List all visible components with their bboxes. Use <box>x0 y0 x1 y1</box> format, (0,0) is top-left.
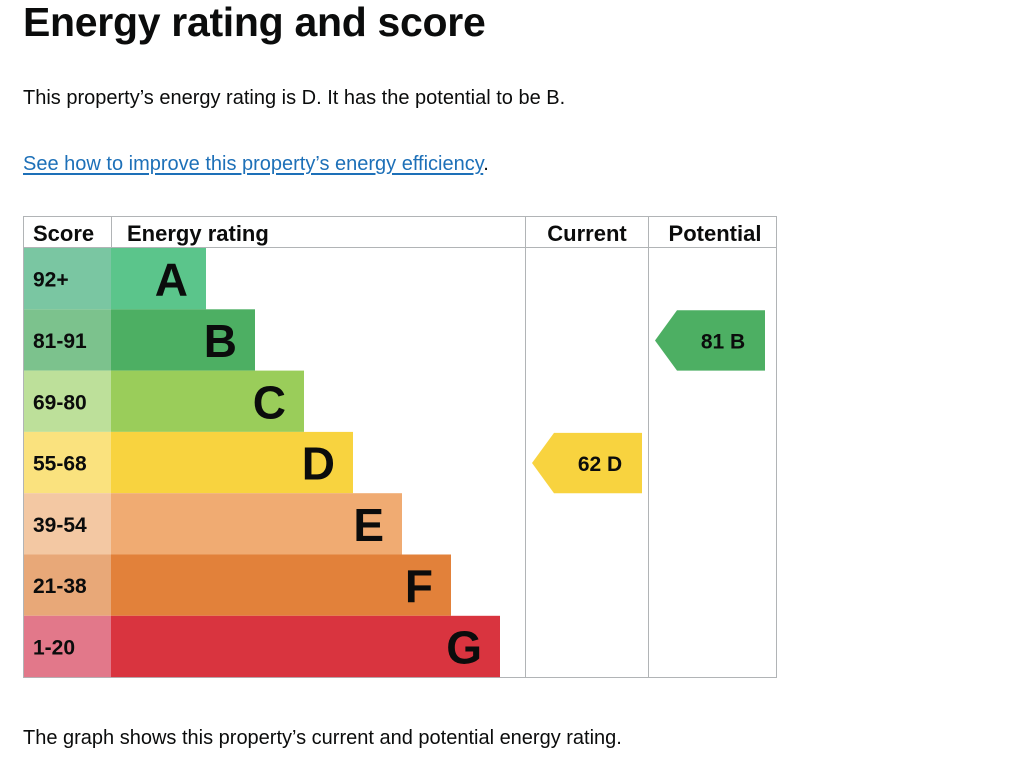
potential-rating-label: 81 B <box>701 330 745 353</box>
rating-bands: 92+ A 81-91 B 69-80 C 55-68 D 39-54 E 21-38 F 1-20 G <box>24 248 500 678</box>
band-e-letter: E <box>353 499 384 551</box>
page-title: Energy rating and score <box>23 0 486 45</box>
graph-description: The graph shows this property’s current … <box>23 727 622 749</box>
band-d-bar <box>111 431 353 494</box>
current-rating-arrow <box>532 432 642 494</box>
band-f-score-cell <box>24 554 111 616</box>
chart-frame <box>23 216 777 678</box>
band-b-score-cell <box>24 309 111 371</box>
band-f-bar <box>111 554 451 616</box>
band-a-score-cell <box>24 248 111 310</box>
current-rating-label: 62 D <box>578 453 622 476</box>
improve-link[interactable]: See how to improve this property’s energ… <box>23 153 484 175</box>
band-f-score: 21-38 <box>33 575 87 598</box>
band-b-score: 81-91 <box>33 330 87 353</box>
band-g-letter: G <box>446 621 482 673</box>
band-g-score: 1-20 <box>33 636 75 659</box>
band-d-score-cell <box>24 431 111 494</box>
improve-suffix: . <box>483 153 489 175</box>
rating-arrows: 62 D 81 B <box>532 310 765 494</box>
header-current: Current <box>547 221 627 246</box>
band-f-letter: F <box>405 560 433 612</box>
band-a-bar <box>111 248 206 310</box>
band-a-letter: A <box>155 254 188 306</box>
potential-rating-arrow <box>655 310 765 371</box>
band-c-score-cell <box>24 370 111 432</box>
band-c-letter: C <box>253 376 286 428</box>
band-g-score-cell <box>24 615 111 678</box>
band-c-bar <box>111 370 304 432</box>
band-e-score: 39-54 <box>33 514 87 537</box>
band-e-bar <box>111 493 402 555</box>
header-energy-rating: Energy rating <box>127 221 269 246</box>
header-score: Score <box>33 221 94 246</box>
rating-summary: This property’s energy rating is D. It h… <box>23 87 566 109</box>
band-d-letter: D <box>302 438 335 490</box>
header-potential: Potential <box>669 221 762 246</box>
band-a-score: 92+ <box>33 269 69 292</box>
band-g-bar <box>111 615 500 678</box>
band-e-score-cell <box>24 493 111 555</box>
band-b-letter: B <box>204 315 237 367</box>
band-d-score: 55-68 <box>33 453 87 476</box>
improve-paragraph: See how to improve this property’s energ… <box>23 150 489 178</box>
band-c-score: 69-80 <box>33 391 87 414</box>
band-b-bar <box>111 309 255 371</box>
